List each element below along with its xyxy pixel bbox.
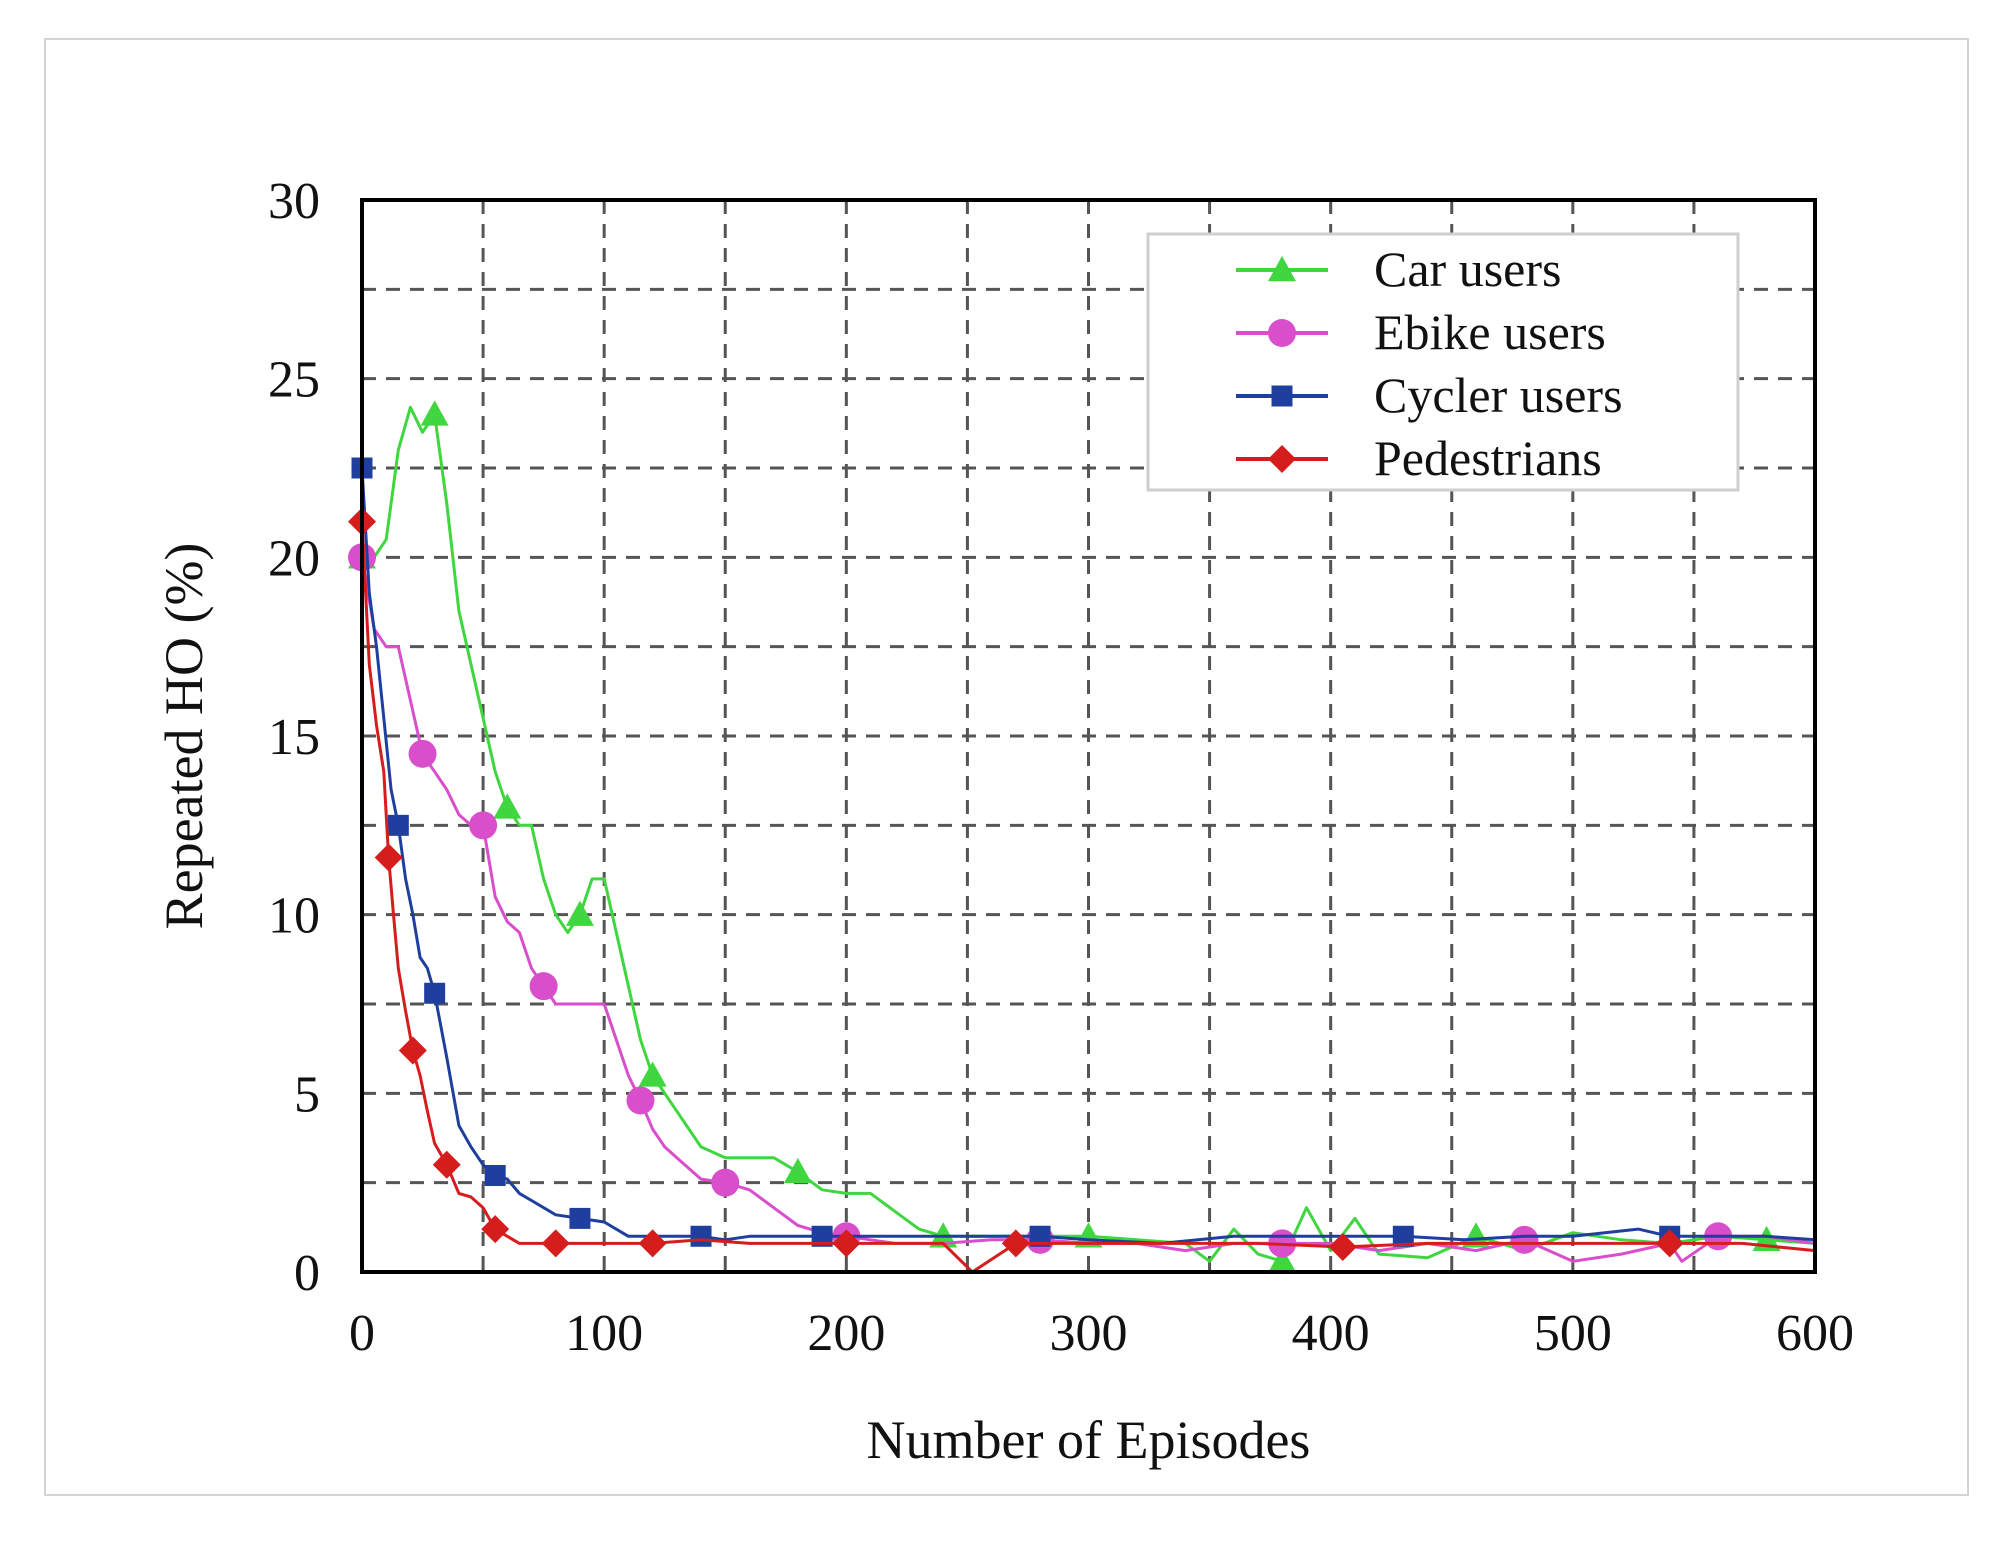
y-tick-label: 0 [294, 1245, 320, 1302]
x-tick-label: 400 [1292, 1305, 1370, 1362]
y-tick-label: 25 [268, 352, 320, 409]
data-point-diamond [432, 1150, 461, 1179]
x-axis-title: Number of Episodes [867, 1410, 1311, 1470]
data-point-diamond [1655, 1229, 1684, 1258]
y-tick-label: 5 [294, 1066, 320, 1123]
data-point-square [1029, 1225, 1051, 1247]
x-tick-label: 200 [807, 1305, 885, 1362]
series-cycler-users [351, 457, 1816, 1247]
legend-box [1146, 232, 1740, 492]
data-point-square [569, 1207, 591, 1229]
data-point-diamond [1328, 1232, 1357, 1261]
series-line [360, 557, 1816, 1263]
legend-label: Pedestrians [1374, 430, 1602, 486]
x-tick-label: 600 [1776, 1305, 1854, 1362]
data-point-square [424, 982, 446, 1004]
data-point-square [690, 1225, 712, 1247]
legend-marker-diamond [1268, 445, 1296, 473]
data-point-square [387, 814, 409, 836]
data-point-diamond [541, 1229, 570, 1258]
series-layer [348, 400, 1816, 1274]
x-tick-label: 0 [349, 1305, 375, 1362]
legend-label: Ebike users [1374, 304, 1606, 360]
series-ebike-users [348, 543, 1816, 1263]
plot-area-border [360, 198, 1817, 1274]
legend-marker-circle [1268, 319, 1296, 347]
y-tick-label: 10 [268, 888, 320, 945]
data-point-diamond [481, 1215, 510, 1244]
data-point-triangle [783, 1157, 812, 1184]
legend: Car users Ebike users Cycler users Pedestri… [1146, 232, 1740, 492]
data-point-square [1392, 1225, 1414, 1247]
series-line [360, 521, 1816, 1274]
y-tick-label: 15 [268, 709, 320, 766]
data-point-circle [1510, 1225, 1539, 1254]
series-pedestrians [348, 507, 1816, 1274]
tick-labels: 0 100 200 300 400 500 600 0 5 10 15 20 25 30 [268, 173, 1854, 1362]
data-point-triangle [565, 900, 594, 926]
data-point-triangle [493, 793, 522, 819]
legend-label: Car users [1374, 241, 1561, 297]
x-tick-label: 300 [1050, 1305, 1128, 1362]
data-point-diamond [374, 843, 403, 872]
data-point-circle [469, 811, 498, 840]
data-point-circle [626, 1086, 655, 1115]
legend-label: Cycler users [1374, 367, 1623, 423]
data-point-triangle [1461, 1222, 1490, 1248]
y-tick-label: 30 [268, 173, 320, 230]
x-tick-label: 100 [565, 1305, 643, 1362]
data-point-diamond [1001, 1229, 1030, 1258]
data-point-circle [529, 972, 558, 1001]
series-car-users [348, 400, 1816, 1273]
legend-marker-square [1271, 385, 1293, 407]
x-tick-label: 500 [1534, 1305, 1612, 1362]
data-point-circle [408, 739, 437, 768]
data-point-square [811, 1225, 833, 1247]
data-point-triangle [1268, 1247, 1297, 1273]
data-point-triangle [638, 1061, 667, 1087]
legend-marker-triangle [1268, 256, 1296, 282]
data-point-triangle [420, 400, 449, 426]
data-point-diamond [832, 1229, 861, 1258]
y-axis-title: Repeated HO (%) [154, 543, 214, 930]
data-point-diamond [398, 1036, 427, 1065]
data-point-circle [711, 1168, 740, 1197]
data-point-diamond [638, 1229, 667, 1258]
data-point-square [484, 1165, 506, 1187]
y-tick-label: 20 [268, 530, 320, 587]
